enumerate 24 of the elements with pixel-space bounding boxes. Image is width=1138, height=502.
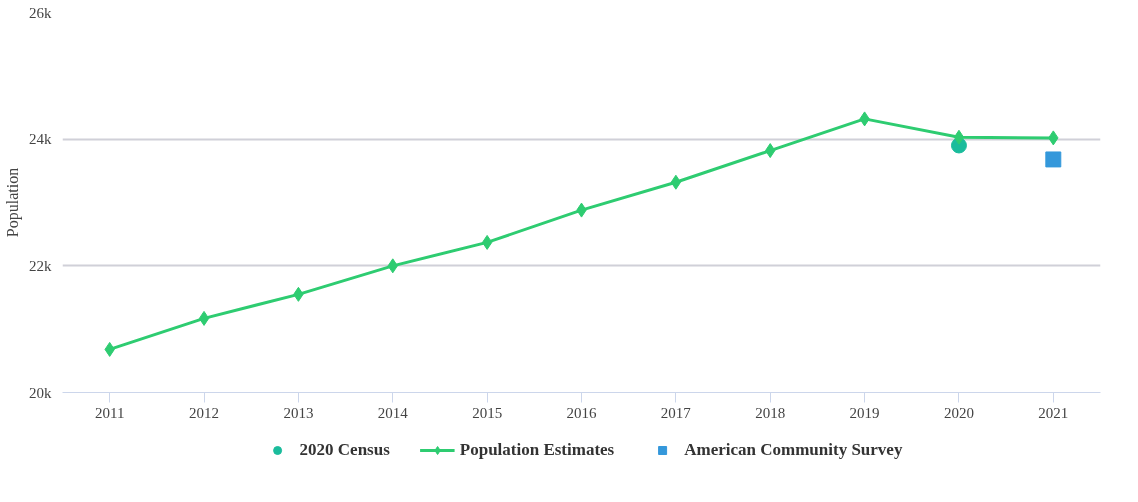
point (953, 129, 965, 145)
y-tick-label: 26k (29, 4, 52, 21)
x-tick-label: 2021 (1038, 404, 1069, 421)
x-tick-label: 2018 (755, 404, 786, 421)
x-tick-label: 2020 (943, 404, 974, 421)
x-tick-label: 2017 (660, 404, 692, 421)
legend-label: 2020 Census (299, 440, 390, 460)
x-tick-label: 2014 (377, 404, 409, 421)
point (481, 234, 493, 250)
y-tick-label: 22k (29, 257, 52, 274)
point (670, 174, 682, 190)
x-tick-label: 2013 (283, 404, 314, 421)
legend-label: Population Estimates (459, 440, 615, 460)
point (1045, 151, 1062, 168)
x-tick-label: 2016 (566, 404, 597, 421)
point (198, 310, 210, 326)
y-axis-title: Population (4, 167, 22, 238)
legend-label: American Community Survey (684, 440, 903, 460)
x-tick-label: 2019 (849, 404, 880, 421)
x-tick-label: 2012 (189, 404, 220, 421)
y-tick-label: 24k (29, 131, 52, 148)
y-tick-label: 20k (29, 384, 52, 401)
x-tick-label: 2011 (94, 404, 125, 421)
x-tick-label: 2015 (472, 404, 503, 421)
